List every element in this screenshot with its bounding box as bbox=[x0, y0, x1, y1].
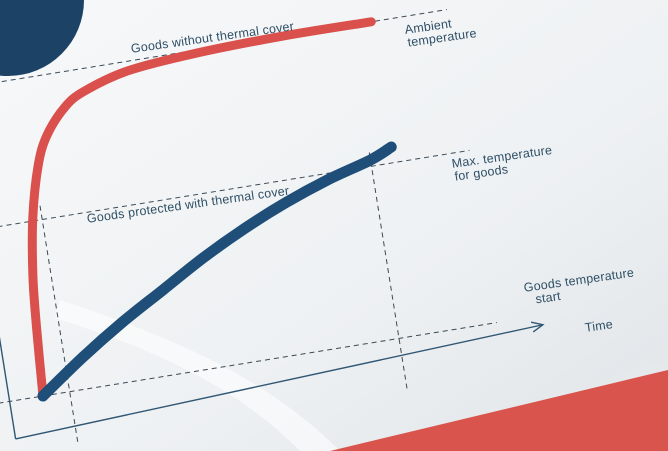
x-axis bbox=[15, 324, 544, 440]
bottom-band bbox=[330, 370, 668, 451]
y-axis bbox=[0, 336, 17, 440]
covered-goods-line bbox=[37, 141, 397, 402]
paper-fold-shadow bbox=[55, 300, 340, 451]
corner-decoration bbox=[0, 0, 84, 76]
reference-line-1 bbox=[0, 149, 470, 227]
uncovered-goods-line bbox=[27, 17, 376, 401]
x-axis-arrow bbox=[530, 321, 545, 333]
reference-line-2 bbox=[0, 322, 497, 404]
vertical-guide-early bbox=[39, 203, 79, 442]
vertical-guide-max-temp bbox=[368, 150, 408, 389]
axes bbox=[0, 321, 545, 440]
series-layer bbox=[27, 17, 397, 402]
